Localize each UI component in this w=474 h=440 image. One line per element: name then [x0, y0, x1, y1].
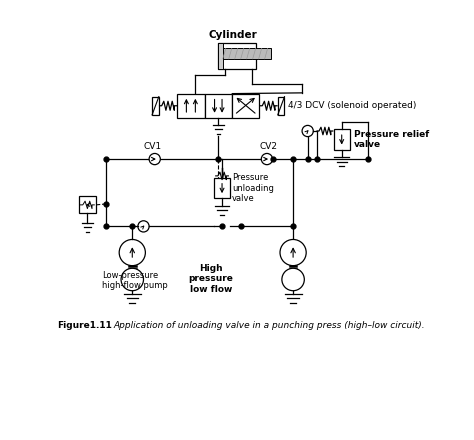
Circle shape — [302, 125, 313, 136]
Circle shape — [138, 221, 149, 232]
Circle shape — [282, 268, 304, 291]
Circle shape — [119, 239, 146, 266]
Text: Cylinder: Cylinder — [209, 30, 258, 40]
Bar — [219, 43, 223, 69]
Text: CV2: CV2 — [260, 142, 278, 151]
Text: Application of unloading valve in a punching press (high–low circuit).: Application of unloading valve in a punc… — [114, 321, 425, 330]
Bar — [232, 94, 259, 118]
Circle shape — [261, 154, 273, 165]
Text: Pressure relief
valve: Pressure relief valve — [354, 130, 429, 149]
Circle shape — [121, 268, 144, 291]
Bar — [334, 129, 349, 150]
Bar — [205, 94, 232, 118]
Circle shape — [280, 239, 306, 266]
Bar — [223, 48, 272, 59]
Text: Figure1.11: Figure1.11 — [57, 321, 112, 330]
Text: CV1: CV1 — [144, 142, 162, 151]
Bar — [152, 97, 159, 115]
Bar — [79, 196, 96, 213]
Bar — [214, 178, 230, 198]
Bar — [278, 97, 284, 115]
Text: 4/3 DCV (solenoid operated): 4/3 DCV (solenoid operated) — [288, 101, 417, 110]
Text: Low-pressure
high-flow pump: Low-pressure high-flow pump — [102, 271, 168, 290]
Circle shape — [149, 154, 160, 165]
Text: High
pressure
low flow: High pressure low flow — [188, 264, 233, 293]
Bar — [177, 94, 205, 118]
Bar — [219, 43, 255, 69]
Text: Pressure
unloading
valve: Pressure unloading valve — [232, 173, 274, 203]
